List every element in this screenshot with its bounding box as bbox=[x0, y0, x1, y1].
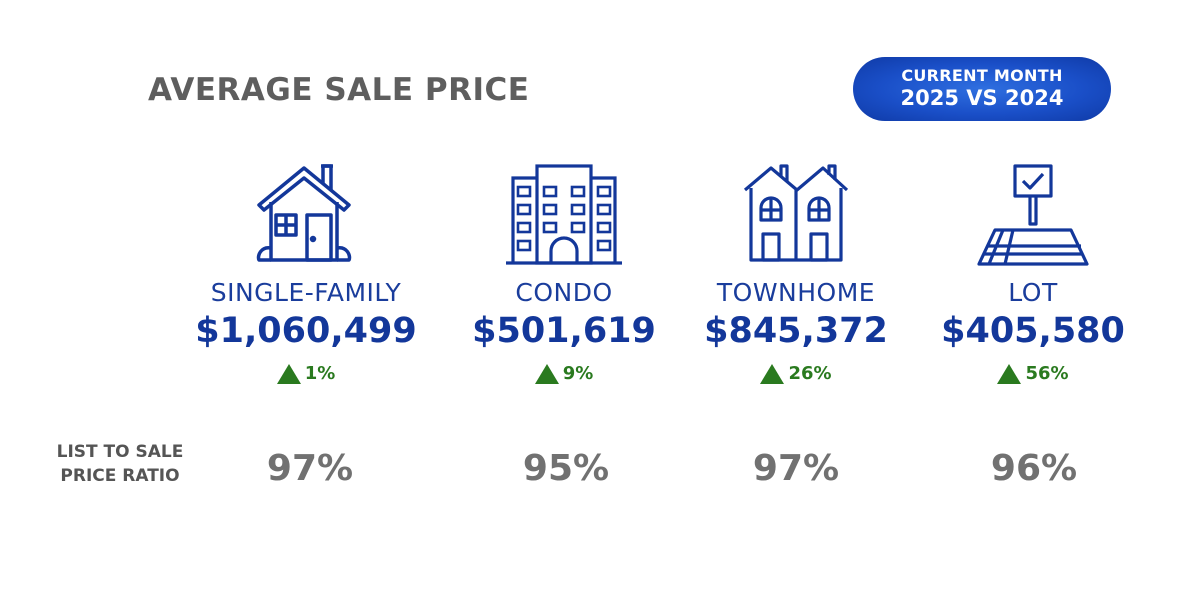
up-arrow-icon bbox=[534, 363, 559, 384]
badge-line1: CURRENT MONTH bbox=[901, 66, 1063, 85]
price-change: 1% bbox=[176, 363, 436, 384]
period-badge: CURRENT MONTH 2025 VS 2024 bbox=[853, 57, 1111, 121]
lot-icon bbox=[977, 164, 1089, 266]
ratio-townhome: 97% bbox=[752, 448, 840, 489]
change-value: 56% bbox=[1025, 363, 1069, 384]
page-title: AVERAGE SALE PRICE bbox=[148, 72, 530, 108]
category-townhome: TOWNHOME $845,372 26% bbox=[666, 160, 926, 384]
up-arrow-icon bbox=[997, 363, 1022, 384]
change-value: 1% bbox=[304, 363, 336, 384]
change-value: 26% bbox=[788, 363, 832, 384]
average-price: $405,580 bbox=[941, 311, 1125, 351]
category-condo: CONDO $501,619 9% bbox=[434, 160, 694, 384]
up-arrow-icon bbox=[760, 363, 785, 384]
average-price: $501,619 bbox=[472, 311, 656, 351]
average-price: $1,060,499 bbox=[195, 311, 417, 351]
badge-line2: 2025 VS 2024 bbox=[900, 86, 1064, 110]
average-price: $845,372 bbox=[704, 311, 888, 351]
category-single-family: SINGLE-FAMILY $1,060,499 1% bbox=[176, 160, 436, 384]
building-icon bbox=[506, 164, 622, 265]
category-lot: LOT $405,580 56% bbox=[903, 160, 1163, 384]
price-change: 56% bbox=[903, 363, 1163, 384]
price-change: 26% bbox=[666, 363, 926, 384]
ratio-single-family: 97% bbox=[266, 448, 354, 489]
ratio-condo: 95% bbox=[522, 448, 610, 489]
category-label: LOT bbox=[1008, 278, 1058, 307]
ratio-label-line2: PRICE RATIO bbox=[60, 466, 180, 486]
ratio-lot: 96% bbox=[990, 448, 1078, 489]
price-change: 9% bbox=[434, 363, 694, 384]
category-label: CONDO bbox=[515, 278, 613, 307]
category-label: SINGLE-FAMILY bbox=[210, 278, 402, 307]
ratio-label-line1: LIST TO SALE bbox=[56, 442, 184, 462]
change-value: 9% bbox=[562, 363, 594, 384]
house-icon bbox=[256, 164, 352, 262]
category-label: TOWNHOME bbox=[716, 278, 876, 307]
list-to-sale-ratio-label: LIST TO SALE PRICE RATIO bbox=[38, 440, 202, 488]
up-arrow-icon bbox=[276, 363, 301, 384]
townhome-icon bbox=[743, 164, 849, 262]
